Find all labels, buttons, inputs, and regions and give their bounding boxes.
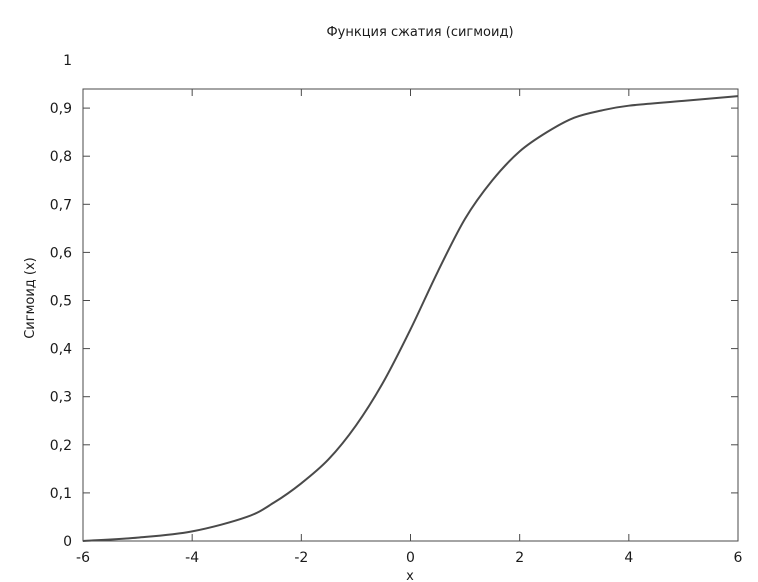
sigmoid-curve-line bbox=[82, 95, 739, 542]
y-tick-label: 0,4 bbox=[50, 342, 72, 358]
y-tick-label: 0,3 bbox=[50, 390, 72, 406]
y-axis-label: Сигмоид (x) bbox=[23, 257, 38, 339]
y-tick-label: 0 bbox=[63, 534, 72, 550]
chart-title: Функция сжатия (сигмоид) bbox=[326, 25, 513, 40]
x-tick-label: 6 bbox=[734, 550, 743, 566]
y-tick-label: 0,5 bbox=[50, 294, 72, 310]
plot-frame bbox=[82, 88, 739, 542]
x-tick-label: -2 bbox=[294, 550, 308, 566]
y-tick-label: 1 bbox=[63, 53, 72, 69]
y-tick-label: 0,9 bbox=[50, 101, 72, 117]
y-tick-label: 0,7 bbox=[50, 197, 72, 213]
x-tick-labels: -6 -4 -2 0 2 4 6 bbox=[76, 550, 743, 566]
y-tick-label: 0,6 bbox=[50, 245, 72, 261]
y-tick-label: 0,1 bbox=[50, 486, 72, 502]
tick-marks bbox=[83, 89, 738, 541]
x-tick-label: 2 bbox=[515, 550, 524, 566]
y-tick-label: 0,2 bbox=[50, 438, 72, 454]
x-tick-label: -6 bbox=[76, 550, 90, 566]
x-tick-label: 0 bbox=[406, 550, 415, 566]
x-axis-label: x bbox=[406, 569, 414, 582]
y-tick-label: 0,8 bbox=[50, 149, 72, 165]
x-tick-label: 4 bbox=[624, 550, 633, 566]
y-tick-labels: 0 0,1 0,2 0,3 0,4 0,5 0,6 0,7 0,8 0,9 1 bbox=[50, 53, 72, 550]
x-tick-label: -4 bbox=[185, 550, 199, 566]
